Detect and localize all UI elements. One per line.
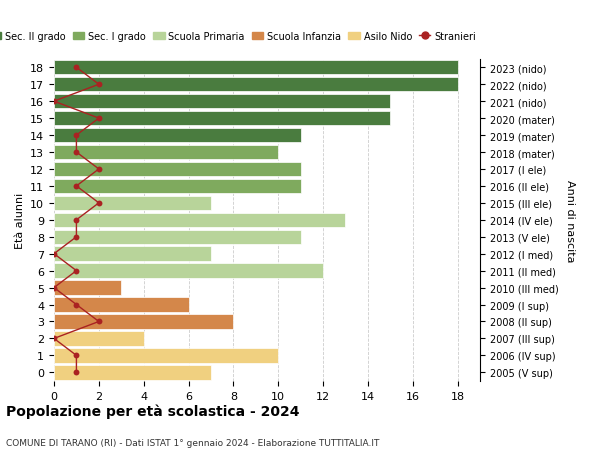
Bar: [54, 146, 278, 160]
Bar: [54, 230, 301, 244]
Point: [71, 217, 81, 224]
Point: [49, 284, 59, 291]
Point: [71, 183, 81, 190]
Legend: Sec. II grado, Sec. I grado, Scuola Primaria, Scuola Infanzia, Asilo Nido, Stran: Sec. II grado, Sec. I grado, Scuola Prim…: [0, 28, 480, 45]
Bar: [54, 314, 233, 329]
Point: [71, 132, 81, 140]
Bar: [54, 247, 211, 261]
Point: [71, 268, 81, 275]
Bar: [54, 298, 188, 312]
Bar: [54, 281, 121, 295]
Y-axis label: Età alunni: Età alunni: [14, 192, 25, 248]
Point: [94, 200, 104, 207]
Point: [94, 318, 104, 325]
Point: [71, 234, 81, 241]
Point: [71, 369, 81, 376]
Point: [94, 166, 104, 173]
Bar: [54, 129, 301, 143]
Point: [71, 149, 81, 157]
Bar: [54, 213, 346, 228]
Point: [94, 115, 104, 123]
Bar: [54, 112, 391, 126]
Point: [71, 64, 81, 72]
Bar: [54, 162, 301, 177]
Text: COMUNE DI TARANO (RI) - Dati ISTAT 1° gennaio 2024 - Elaborazione TUTTITALIA.IT: COMUNE DI TARANO (RI) - Dati ISTAT 1° ge…: [6, 438, 379, 447]
Point: [71, 352, 81, 359]
Bar: [54, 331, 143, 346]
Point: [49, 335, 59, 342]
Bar: [54, 78, 458, 92]
Bar: [54, 61, 458, 75]
Y-axis label: Anni di nascita: Anni di nascita: [565, 179, 575, 262]
Bar: [54, 179, 301, 194]
Bar: [54, 365, 211, 380]
Point: [71, 301, 81, 308]
Bar: [54, 196, 211, 211]
Bar: [54, 264, 323, 278]
Point: [94, 81, 104, 89]
Text: Popolazione per età scolastica - 2024: Popolazione per età scolastica - 2024: [6, 404, 299, 419]
Point: [49, 251, 59, 258]
Point: [49, 98, 59, 106]
Bar: [54, 348, 278, 363]
Bar: [54, 95, 391, 109]
